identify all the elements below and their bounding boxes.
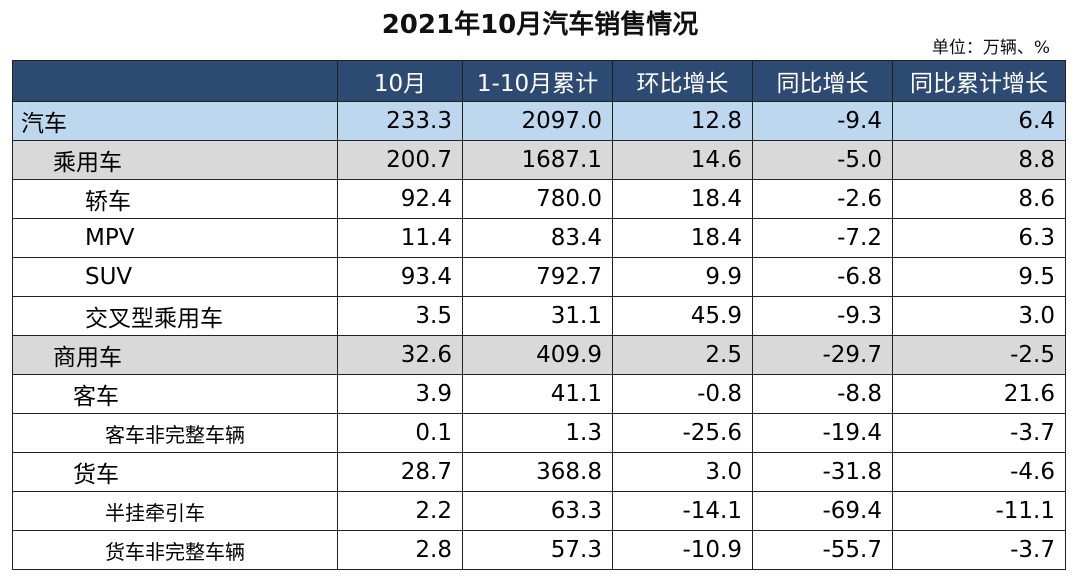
table-cell: 2.8 (337, 530, 463, 570)
table-cell: 1.3 (462, 413, 613, 453)
row-label: 货车非完整车辆 (12, 530, 338, 570)
table-cell: -69.4 (752, 491, 893, 531)
column-header: 同比累计增长 (892, 60, 1066, 102)
table-cell: 45.9 (612, 296, 753, 336)
table-cell: 1687.1 (462, 140, 613, 180)
table-cell: -2.5 (892, 335, 1066, 375)
table-cell: -2.6 (752, 179, 893, 219)
row-label: 客车 (12, 374, 338, 414)
table-cell: 409.9 (462, 335, 613, 375)
table-cell: 2097.0 (462, 101, 613, 141)
table-cell: 8.6 (892, 179, 1066, 219)
table-cell: -55.7 (752, 530, 893, 570)
table-cell: 6.4 (892, 101, 1066, 141)
table-row: 客车非完整车辆 0.1 1.3 -25.6 -19.4 -3.7 (12, 413, 1066, 453)
row-label: 半挂牵引车 (12, 491, 338, 531)
table-row: 乘用车 200.7 1687.1 14.6 -5.0 8.8 (12, 140, 1066, 180)
table-cell: 9.5 (892, 257, 1066, 297)
table-cell: 18.4 (612, 179, 753, 219)
table-row: 轿车 92.4 780.0 18.4 -2.6 8.6 (12, 179, 1066, 219)
table-cell: 83.4 (462, 218, 613, 258)
table-cell: 12.8 (612, 101, 753, 141)
table-cell: -7.2 (752, 218, 893, 258)
table-cell: -19.4 (752, 413, 893, 453)
table-cell: -25.6 (612, 413, 753, 453)
table-cell: 21.6 (892, 374, 1066, 414)
column-header: 环比增长 (612, 60, 753, 102)
row-label: 乘用车 (12, 140, 338, 180)
table-cell: 18.4 (612, 218, 753, 258)
table-row: MPV 11.4 83.4 18.4 -7.2 6.3 (12, 218, 1066, 258)
column-header: 同比增长 (752, 60, 893, 102)
table-row: 半挂牵引车 2.2 63.3 -14.1 -69.4 -11.1 (12, 491, 1066, 531)
table-cell: -4.6 (892, 452, 1066, 492)
table-cell: -8.8 (752, 374, 893, 414)
table-cell: 41.1 (462, 374, 613, 414)
table-cell: 57.3 (462, 530, 613, 570)
row-label: MPV (12, 218, 338, 258)
table-row: 汽车 233.3 2097.0 12.8 -9.4 6.4 (12, 101, 1066, 141)
table-row: 交叉型乘用车 3.5 31.1 45.9 -9.3 3.0 (12, 296, 1066, 336)
table-cell: 6.3 (892, 218, 1066, 258)
table-cell: 3.0 (612, 452, 753, 492)
table-cell: 2.5 (612, 335, 753, 375)
table-cell: 792.7 (462, 257, 613, 297)
table-cell: -31.8 (752, 452, 893, 492)
table-cell: -9.3 (752, 296, 893, 336)
table-cell: 2.2 (337, 491, 463, 531)
table-cell: 3.5 (337, 296, 463, 336)
table-row: 货车非完整车辆 2.8 57.3 -10.9 -55.7 -3.7 (12, 530, 1066, 570)
table-cell: -0.8 (612, 374, 753, 414)
table-cell: 0.1 (337, 413, 463, 453)
table-cell: 32.6 (337, 335, 463, 375)
table-cell: 3.0 (892, 296, 1066, 336)
header-row: 10月 1-10月累计 环比增长 同比增长 同比累计增长 (12, 60, 1066, 102)
table-cell: 8.8 (892, 140, 1066, 180)
table-cell: -3.7 (892, 530, 1066, 570)
table-cell: -11.1 (892, 491, 1066, 531)
table-cell: -6.8 (752, 257, 893, 297)
table-cell: 11.4 (337, 218, 463, 258)
table-cell: -29.7 (752, 335, 893, 375)
table-cell: 31.1 (462, 296, 613, 336)
table-cell: -5.0 (752, 140, 893, 180)
table-cell: -9.4 (752, 101, 893, 141)
table-cell: 200.7 (337, 140, 463, 180)
table-cell: 368.8 (462, 452, 613, 492)
table-cell: -10.9 (612, 530, 753, 570)
table-cell: 92.4 (337, 179, 463, 219)
row-label: 货车 (12, 452, 338, 492)
table-row: 商用车 32.6 409.9 2.5 -29.7 -2.5 (12, 335, 1066, 375)
table-cell: -3.7 (892, 413, 1066, 453)
table-title: 2021年10月汽车销售情况 (381, 10, 699, 40)
table-cell: 9.9 (612, 257, 753, 297)
table-cell: 233.3 (337, 101, 463, 141)
column-header (12, 60, 338, 102)
row-label: 轿车 (12, 179, 338, 219)
table-cell: 780.0 (462, 179, 613, 219)
table-cell: -14.1 (612, 491, 753, 531)
column-header: 1-10月累计 (462, 60, 613, 102)
table-cell: 63.3 (462, 491, 613, 531)
unit-label: 单位：万辆、% (931, 38, 1050, 58)
table-cell: 3.9 (337, 374, 463, 414)
row-label: 商用车 (12, 335, 338, 375)
table-row: SUV 93.4 792.7 9.9 -6.8 9.5 (12, 257, 1066, 297)
row-label: 客车非完整车辆 (12, 413, 338, 453)
table-row: 客车 3.9 41.1 -0.8 -8.8 21.6 (12, 374, 1066, 414)
table-cell: 28.7 (337, 452, 463, 492)
column-header: 10月 (337, 60, 463, 102)
sales-table: 10月 1-10月累计 环比增长 同比增长 同比累计增长 汽车 233.3 2097.0 12… (12, 60, 1066, 570)
table-row: 货车 28.7 368.8 3.0 -31.8 -4.6 (12, 452, 1066, 492)
table-cell: 14.6 (612, 140, 753, 180)
row-label: SUV (12, 257, 338, 297)
row-label: 汽车 (12, 101, 338, 141)
row-label: 交叉型乘用车 (12, 296, 338, 336)
table-cell: 93.4 (337, 257, 463, 297)
